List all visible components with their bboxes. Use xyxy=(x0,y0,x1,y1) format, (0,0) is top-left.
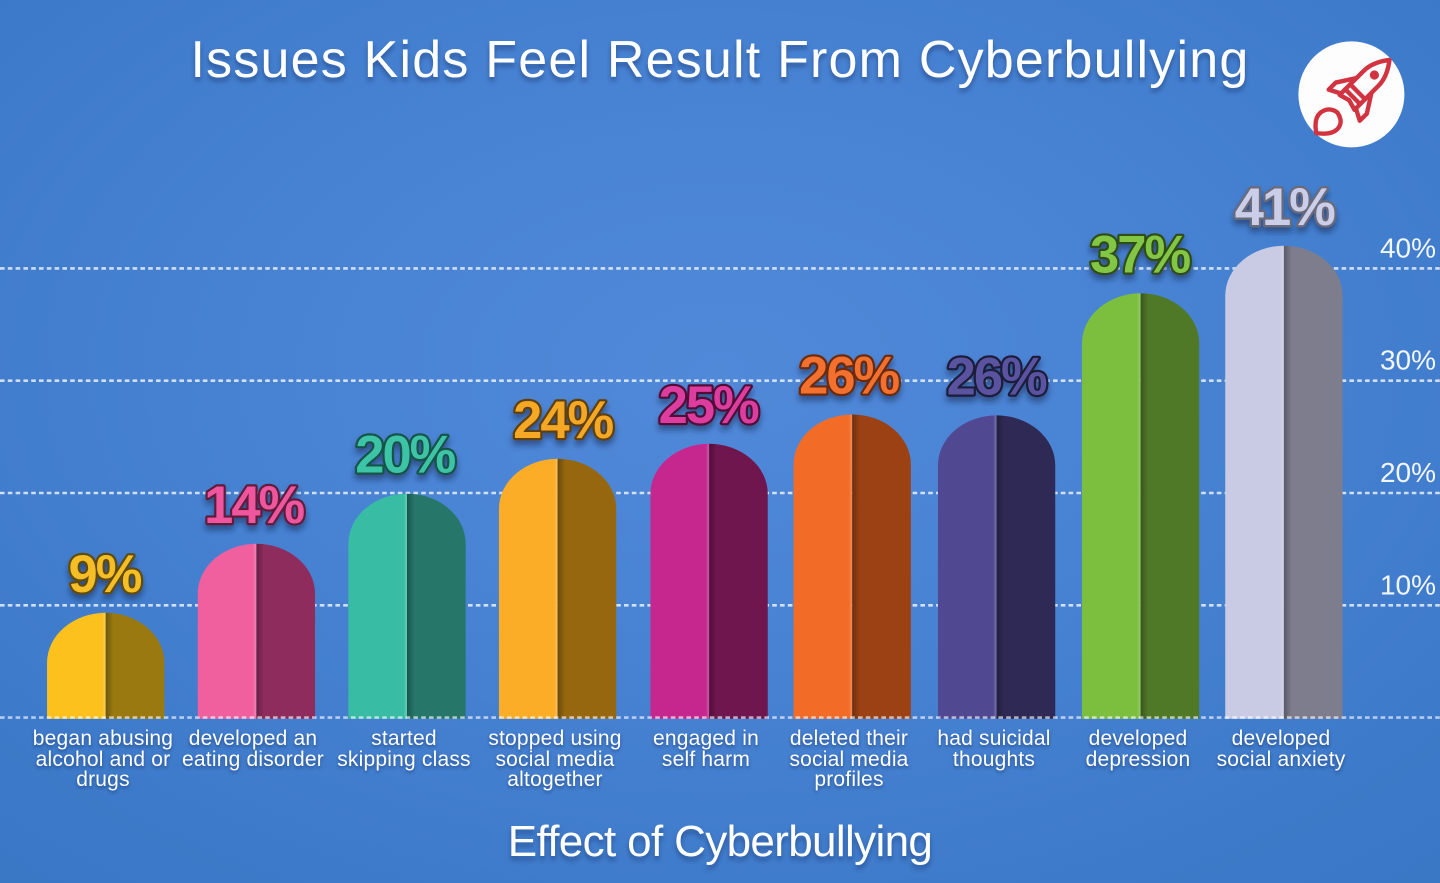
svg-text:20%: 20% xyxy=(355,426,455,485)
svg-text:26%: 26% xyxy=(947,347,1047,406)
svg-text:14%: 14% xyxy=(204,476,304,535)
svg-text:37%: 37% xyxy=(1090,225,1190,284)
svg-text:24%: 24% xyxy=(513,391,613,450)
svg-text:25%: 25% xyxy=(659,376,759,435)
svg-text:10%: 10% xyxy=(1380,569,1436,600)
svg-text:20%: 20% xyxy=(1380,457,1436,488)
svg-text:26%: 26% xyxy=(799,347,899,406)
svg-text:30%: 30% xyxy=(1380,345,1436,376)
svg-text:9%: 9% xyxy=(69,545,142,604)
svg-text:40%: 40% xyxy=(1380,232,1436,263)
svg-text:41%: 41% xyxy=(1235,178,1335,237)
